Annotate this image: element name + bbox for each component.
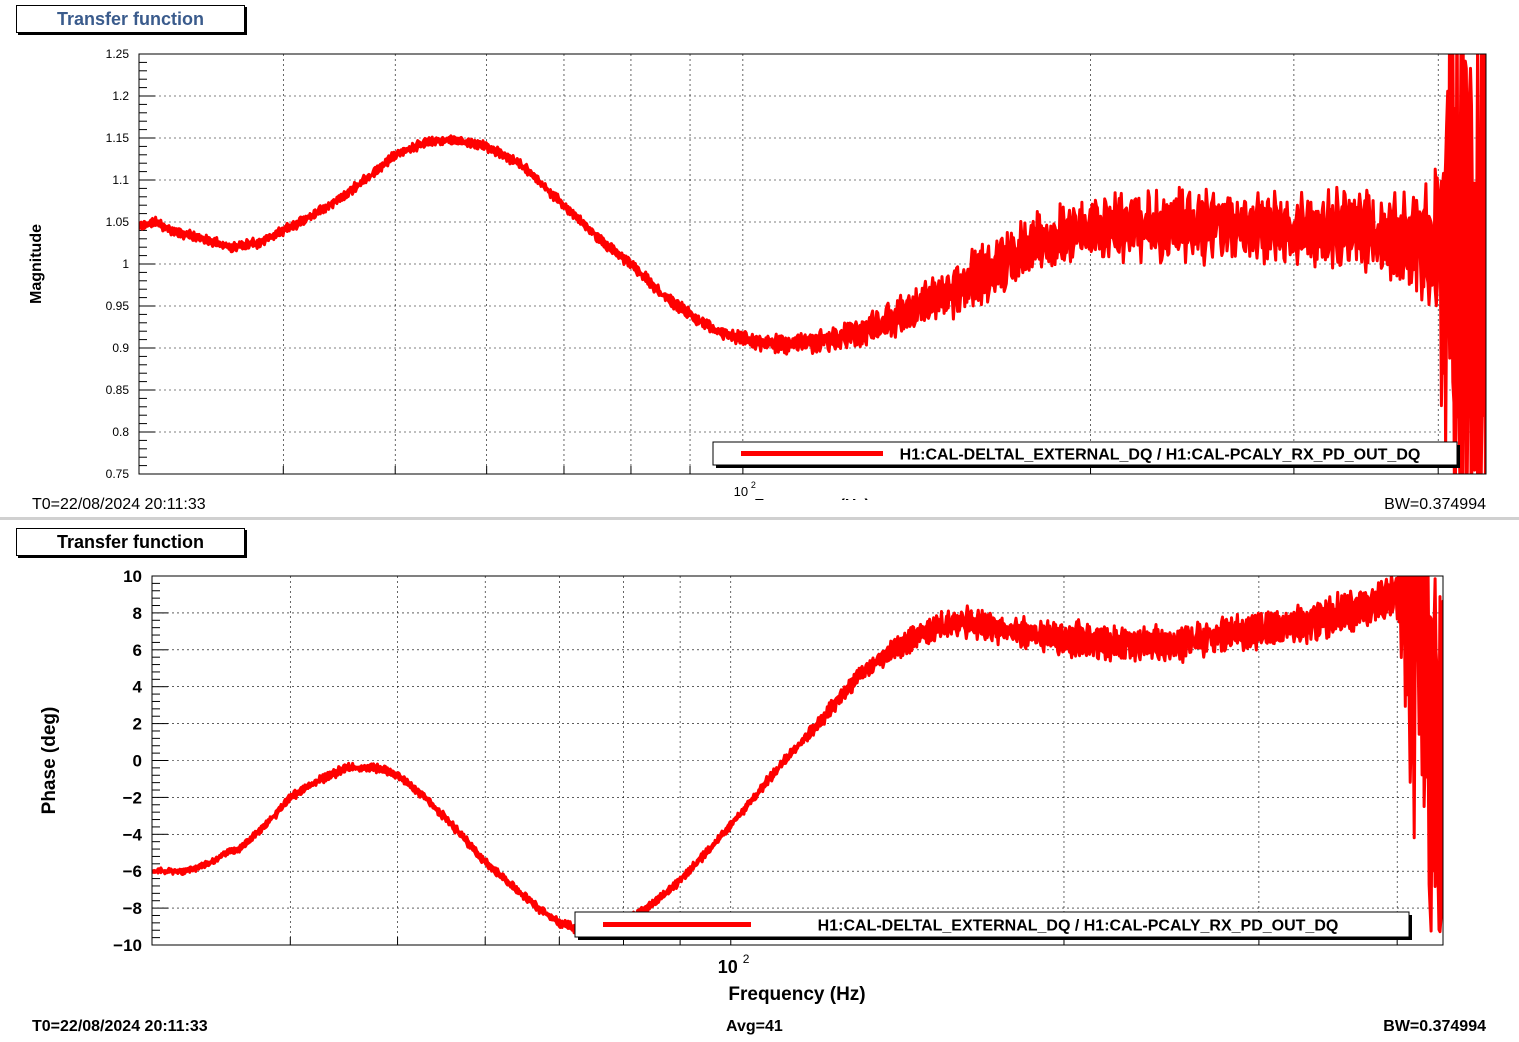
y-tick-label: 1.15 bbox=[106, 131, 130, 145]
x-axis-title: Frequency (Hz) bbox=[754, 497, 870, 500]
y-tick-label: 0.95 bbox=[106, 299, 130, 313]
x-tick-label-exponent: 2 bbox=[743, 952, 750, 966]
y-tick-label: −8 bbox=[123, 899, 142, 918]
average-count: Avg=41 bbox=[726, 1018, 783, 1035]
t0-timestamp: T0=22/08/2024 20:11:33 bbox=[32, 496, 206, 513]
x-axis-title: Frequency (Hz) bbox=[728, 984, 865, 1005]
plot-frame bbox=[138, 53, 1487, 475]
y-tick-label: 10 bbox=[123, 567, 142, 586]
phase-chart: −10 −8 −6 −4 −2 0 2 4 6 8 10 10 2 Frequency (Hz) Phase… bbox=[39, 567, 1444, 1005]
y-tick-label: 1 bbox=[122, 257, 129, 271]
phase-panel: Transfer function −10 −8 −6 −4 −2 0 2 4 6 8 10 10 2 F… bbox=[0, 520, 1519, 1042]
magnitude-panel: Transfer function 0.75 0.8 0.85 0.9 0.95 1 1.0… bbox=[0, 0, 1519, 517]
y-tick-label: −6 bbox=[123, 862, 142, 881]
y-tick-label: 0.9 bbox=[112, 341, 129, 355]
y-tick-label: 4 bbox=[133, 678, 143, 697]
plot-frame bbox=[151, 575, 1444, 946]
y-tick-label: 1.25 bbox=[106, 47, 130, 61]
y-tick-label: 8 bbox=[133, 604, 142, 623]
y-tick-label: 0.85 bbox=[106, 383, 130, 397]
bandwidth-label: BW=0.374994 bbox=[1384, 496, 1486, 513]
legend-label: H1:CAL-DELTAL_EXTERNAL_DQ / H1:CAL-PCALY… bbox=[900, 447, 1421, 464]
bandwidth-label: BW=0.374994 bbox=[1383, 1018, 1486, 1035]
series-trace bbox=[152, 576, 1443, 939]
y-tick-label: −10 bbox=[113, 936, 142, 955]
magnitude-chart: 0.75 0.8 0.85 0.9 0.95 1 1.05 1.1 1.15 1.2 1.25 10 2… bbox=[28, 47, 1487, 500]
y-tick-label: 0.8 bbox=[112, 425, 129, 439]
panel-title: Transfer function bbox=[16, 5, 245, 33]
y-tick-label: −4 bbox=[123, 825, 143, 844]
y-tick-label: 1.1 bbox=[112, 173, 129, 187]
y-tick-label: 1.05 bbox=[106, 215, 130, 229]
y-tick-label: −2 bbox=[123, 788, 142, 807]
legend-label: H1:CAL-DELTAL_EXTERNAL_DQ / H1:CAL-PCALY… bbox=[818, 918, 1339, 935]
y-tick-label: 2 bbox=[133, 715, 142, 734]
t0-timestamp: T0=22/08/2024 20:11:33 bbox=[32, 1018, 208, 1035]
y-tick-label: 1.2 bbox=[112, 89, 129, 103]
x-tick-label: 10 bbox=[734, 484, 748, 499]
y-tick-label: 6 bbox=[133, 641, 142, 660]
series-trace bbox=[139, 54, 1486, 474]
panel-separator bbox=[0, 517, 1519, 520]
x-tick-label: 10 bbox=[718, 957, 738, 977]
panel-title: Transfer function bbox=[16, 528, 245, 556]
x-tick-label-exponent: 2 bbox=[751, 480, 756, 490]
legend-box bbox=[712, 441, 1458, 466]
y-axis-title: Magnitude bbox=[28, 224, 45, 304]
y-tick-label: 0 bbox=[133, 752, 142, 771]
y-axis-title: Phase (deg) bbox=[39, 707, 60, 815]
y-tick-label: 0.75 bbox=[106, 467, 130, 481]
